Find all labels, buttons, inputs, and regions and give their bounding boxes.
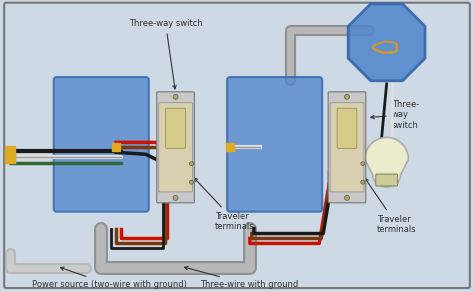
Text: Power source (two-wire with ground): Power source (two-wire with ground) (32, 267, 187, 289)
Polygon shape (348, 4, 425, 81)
Polygon shape (365, 138, 409, 187)
FancyBboxPatch shape (328, 92, 366, 203)
Text: Three-wire with ground: Three-wire with ground (184, 267, 299, 289)
FancyBboxPatch shape (376, 174, 398, 186)
Circle shape (345, 195, 349, 200)
FancyBboxPatch shape (159, 103, 192, 192)
FancyBboxPatch shape (166, 108, 185, 148)
Circle shape (190, 180, 193, 184)
Circle shape (190, 162, 193, 166)
FancyBboxPatch shape (330, 103, 364, 192)
Circle shape (345, 94, 349, 99)
FancyBboxPatch shape (54, 77, 149, 212)
Text: Traveler
terminals: Traveler terminals (365, 178, 416, 234)
Text: Traveler
terminals: Traveler terminals (194, 178, 255, 231)
FancyBboxPatch shape (337, 108, 357, 148)
Circle shape (173, 195, 178, 200)
Text: Three-way switch: Three-way switch (129, 20, 202, 89)
Text: Three-
way
switch: Three- way switch (371, 100, 419, 130)
FancyBboxPatch shape (157, 92, 194, 203)
FancyBboxPatch shape (227, 77, 322, 212)
Circle shape (361, 162, 365, 166)
Circle shape (361, 180, 365, 184)
Circle shape (173, 94, 178, 99)
FancyBboxPatch shape (4, 3, 470, 288)
